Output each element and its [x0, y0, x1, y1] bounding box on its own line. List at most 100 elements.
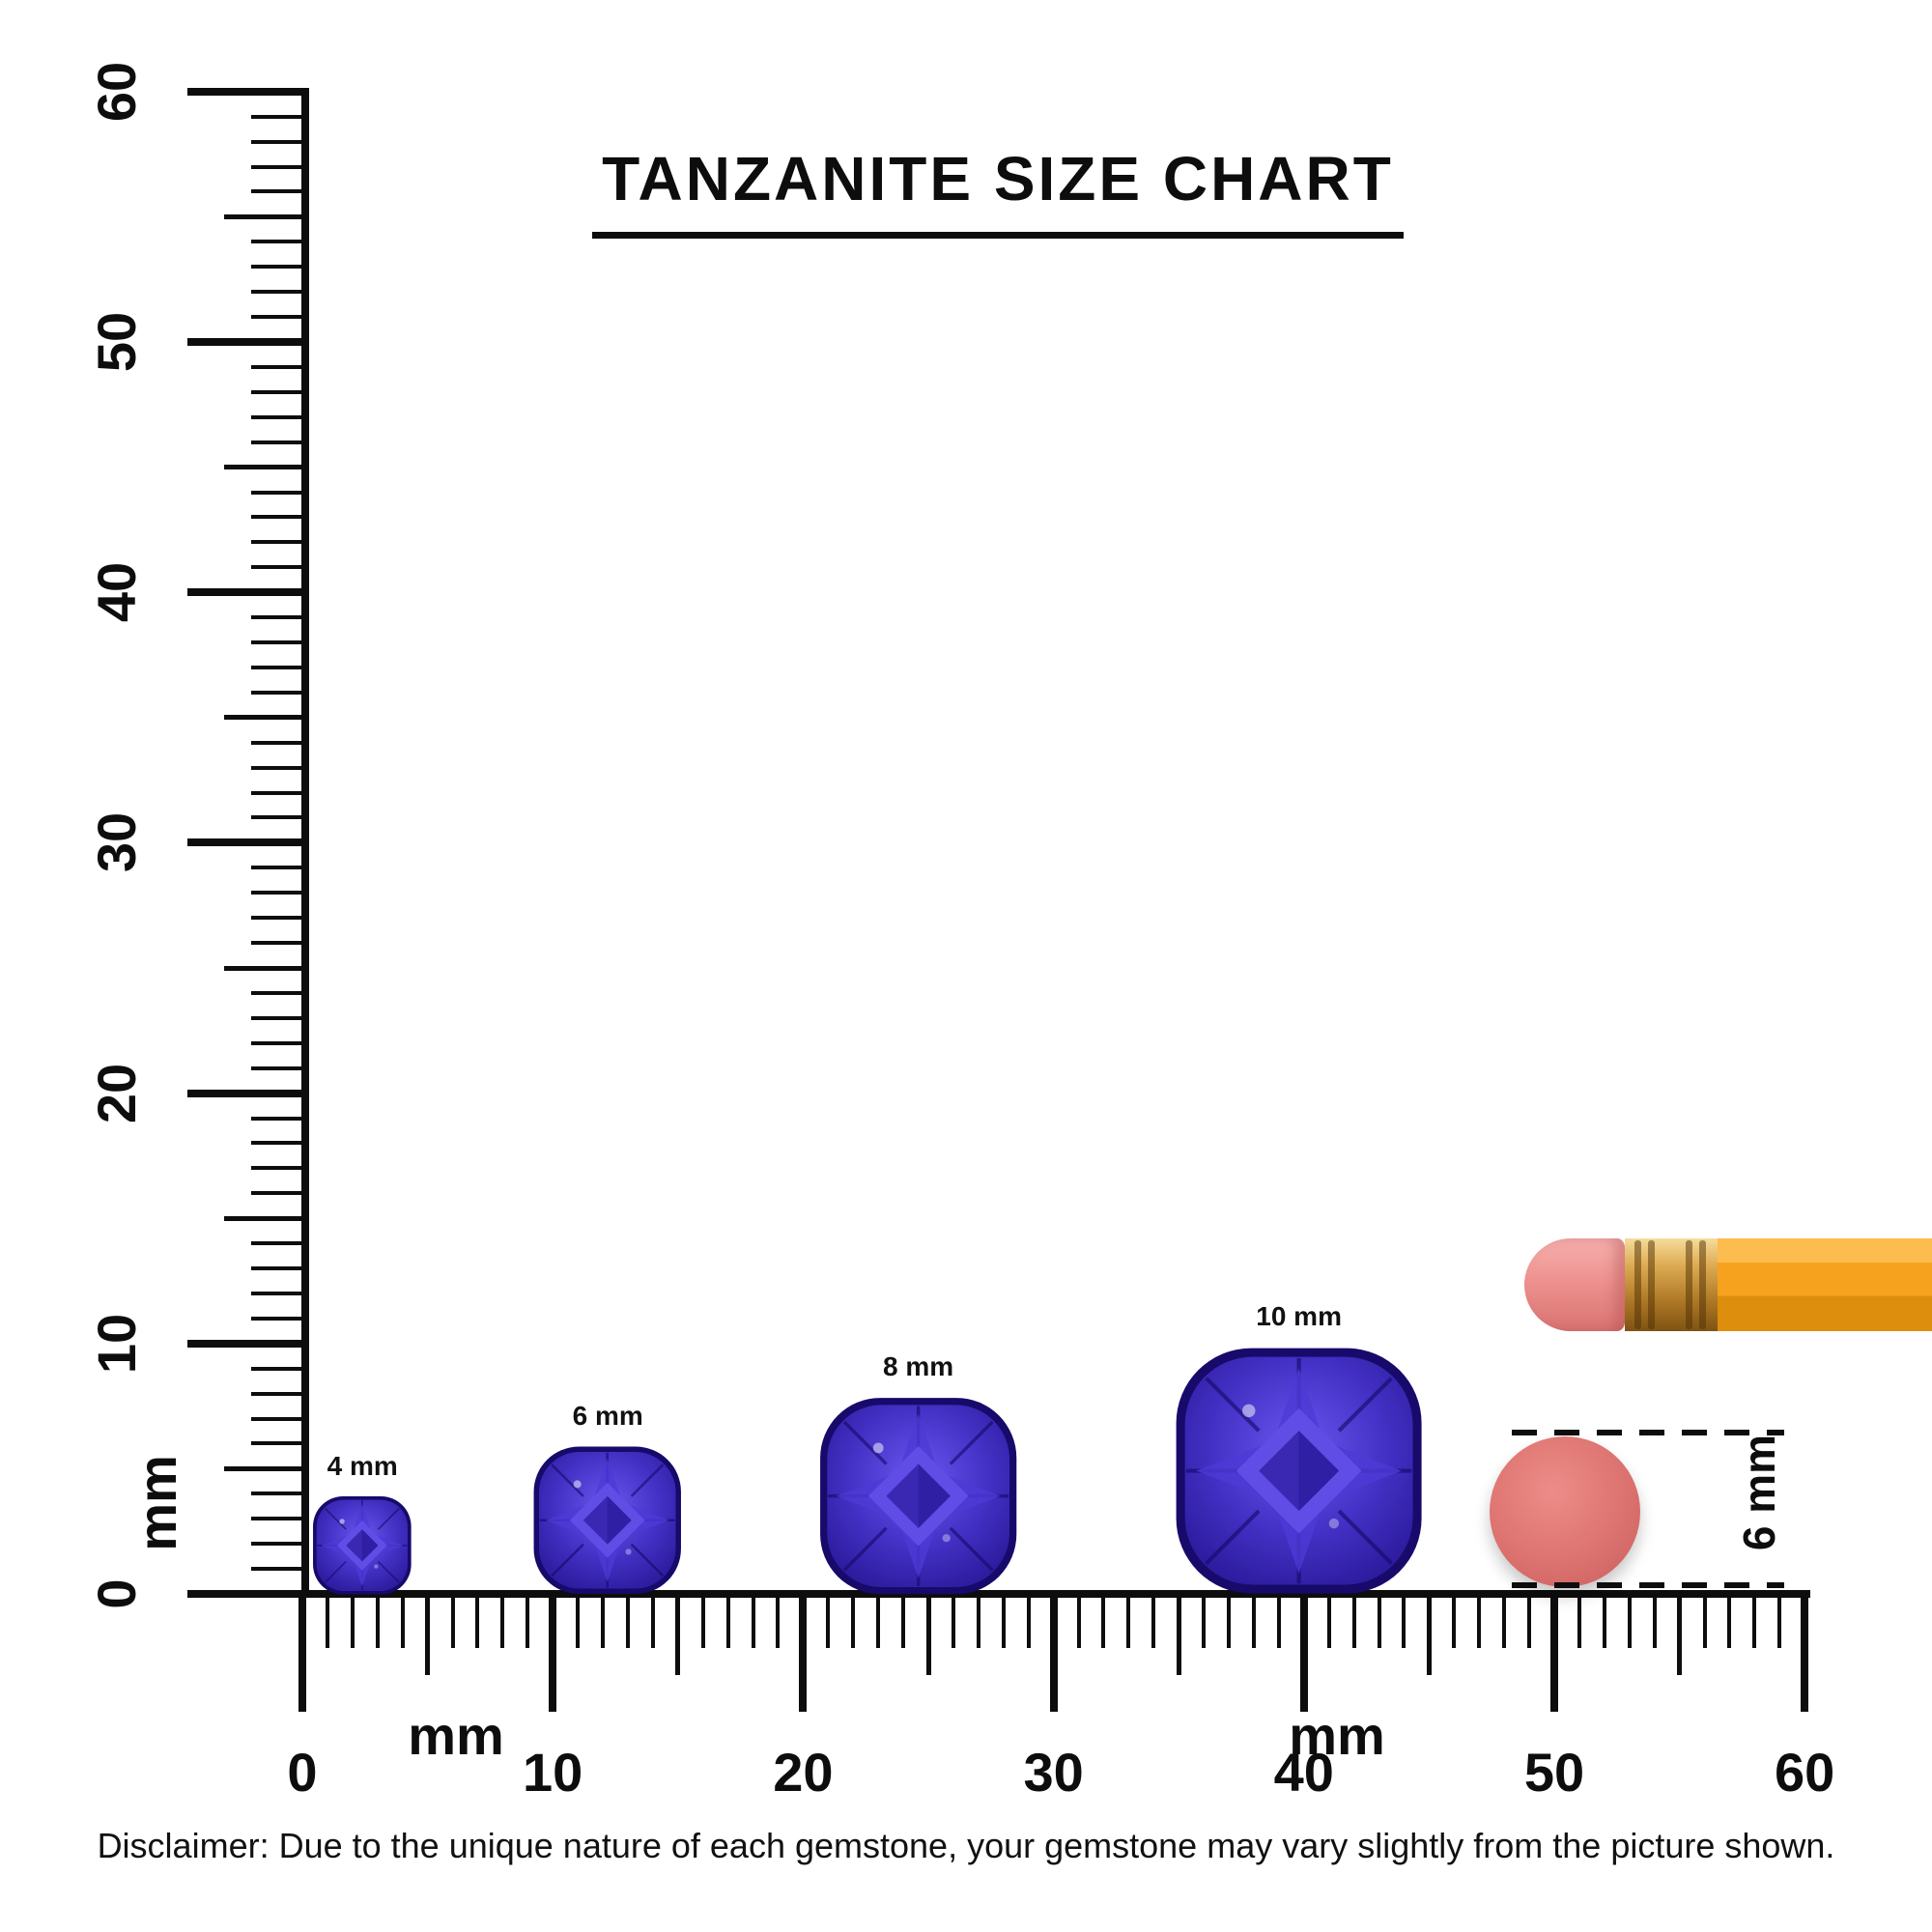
v-ruler-minor-tick: [251, 815, 309, 820]
h-ruler-minor-tick: [826, 1590, 831, 1648]
gem-svg: [532, 1445, 683, 1596]
h-ruler-number: 40: [1273, 1742, 1334, 1803]
pencil-ferrule: [1625, 1238, 1718, 1331]
v-ruler-minor-tick: [251, 414, 309, 419]
gem-size-label: 10 mm: [1256, 1300, 1342, 1331]
v-ruler-major-tick: [187, 1089, 309, 1097]
v-ruler-number: 40: [85, 562, 147, 623]
h-ruler-minor-tick: [1402, 1590, 1406, 1648]
h-ruler-minor-tick: [1502, 1590, 1507, 1648]
h-ruler-minor-tick: [350, 1590, 355, 1648]
v-ruler-minor-tick: [251, 1492, 309, 1496]
h-ruler-major-tick: [549, 1590, 557, 1712]
h-ruler-minor-tick: [1477, 1590, 1482, 1648]
eraser-top-view: [1490, 1436, 1640, 1587]
v-ruler-minor-tick: [251, 389, 309, 394]
v-ruler-major-tick: [187, 87, 309, 96]
v-ruler-minor-tick: [251, 1040, 309, 1045]
h-ruler-minor-tick: [601, 1590, 606, 1648]
eraser-size-label: 6 mm: [1734, 1434, 1784, 1551]
h-ruler-half-tick: [925, 1590, 931, 1675]
h-ruler-minor-tick: [851, 1590, 856, 1648]
v-ruler-minor-tick: [251, 1517, 309, 1521]
h-ruler-number: 10: [523, 1742, 583, 1803]
h-ruler-minor-tick: [650, 1590, 655, 1648]
h-ruler-minor-tick: [450, 1590, 455, 1648]
v-ruler-minor-tick: [251, 891, 309, 895]
h-ruler-minor-tick: [951, 1590, 955, 1648]
v-ruler-minor-tick: [251, 164, 309, 169]
v-ruler-minor-tick: [251, 1266, 309, 1271]
v-ruler-number: 0: [85, 1578, 147, 1609]
v-ruler-major-tick: [187, 1590, 309, 1598]
v-ruler-half-tick: [224, 465, 309, 470]
h-ruler-minor-tick: [1752, 1590, 1757, 1648]
tanzanite-gem-8mm: [818, 1396, 1018, 1596]
v-ruler-minor-tick: [251, 765, 309, 770]
v-ruler-minor-tick: [251, 1015, 309, 1020]
v-ruler-major-tick: [187, 588, 309, 597]
h-ruler-minor-tick: [500, 1590, 505, 1648]
h-ruler-minor-tick: [1001, 1590, 1006, 1648]
h-ruler-minor-tick: [625, 1590, 630, 1648]
v-ruler-minor-tick: [251, 1065, 309, 1070]
h-ruler-major-tick: [298, 1590, 306, 1712]
h-ruler-major-tick: [1299, 1590, 1308, 1712]
tanzanite-gem-6mm: [532, 1445, 683, 1596]
v-ruler-number: 20: [85, 1063, 147, 1123]
h-ruler-half-tick: [425, 1590, 431, 1675]
h-ruler-major-tick: [1049, 1590, 1058, 1712]
v-ruler-number: 60: [85, 61, 147, 122]
v-ruler-minor-tick: [251, 189, 309, 194]
gem-size-label: 6 mm: [572, 1401, 643, 1432]
gem-svg: [818, 1396, 1018, 1596]
ferrule-crimp: [1648, 1240, 1655, 1329]
h-ruler-minor-tick: [725, 1590, 730, 1648]
v-ruler-minor-tick: [251, 515, 309, 520]
gem-svg: [1174, 1346, 1424, 1596]
h-ruler-minor-tick: [1702, 1590, 1707, 1648]
h-ruler-minor-tick: [1251, 1590, 1256, 1648]
dimension-line-top: [1512, 1430, 1784, 1435]
h-ruler-minor-tick: [475, 1590, 480, 1648]
v-ruler-minor-tick: [251, 866, 309, 870]
v-ruler-minor-tick: [251, 114, 309, 119]
h-ruler-minor-tick: [1577, 1590, 1581, 1648]
h-ruler-number: 60: [1775, 1742, 1835, 1803]
v-ruler-minor-tick: [251, 1191, 309, 1196]
v-ruler-minor-tick: [251, 315, 309, 320]
h-ruler-minor-tick: [1377, 1590, 1381, 1648]
h-ruler-minor-tick: [400, 1590, 405, 1648]
pencil-body: [1718, 1238, 1932, 1331]
tanzanite-gem-10mm: [1174, 1346, 1424, 1596]
disclaimer: Disclaimer: Due to the unique nature of …: [97, 1826, 1835, 1865]
h-ruler-minor-tick: [1202, 1590, 1207, 1648]
h-ruler-minor-tick: [1452, 1590, 1457, 1648]
h-ruler-minor-tick: [1326, 1590, 1331, 1648]
v-ruler-half-tick: [224, 965, 309, 971]
h-ruler-minor-tick: [751, 1590, 755, 1648]
v-ruler-number: 30: [85, 812, 147, 873]
h-ruler-minor-tick: [1727, 1590, 1732, 1648]
h-ruler-minor-tick: [976, 1590, 980, 1648]
h-ruler-major-tick: [1801, 1590, 1809, 1712]
v-ruler-half-tick: [224, 1215, 309, 1221]
v-ruler-minor-tick: [251, 916, 309, 921]
v-ruler-minor-tick: [251, 139, 309, 144]
v-ruler-minor-tick: [251, 1316, 309, 1321]
h-ruler-minor-tick: [1777, 1590, 1782, 1648]
h-ruler-number: 50: [1523, 1742, 1585, 1803]
gem-svg: [312, 1495, 412, 1596]
page-title: TANZANITE SIZE CHART: [64, 143, 1932, 239]
h-ruler-number: 30: [1023, 1742, 1084, 1803]
v-ruler-minor-tick: [251, 540, 309, 545]
h-ruler-minor-tick: [576, 1590, 581, 1648]
h-ruler-minor-tick: [1151, 1590, 1156, 1648]
h-ruler-number: 0: [287, 1742, 318, 1803]
v-ruler-minor-tick: [251, 615, 309, 620]
gem-size-label: 8 mm: [883, 1350, 954, 1381]
v-ruler-minor-tick: [251, 240, 309, 244]
h-ruler-minor-tick: [1351, 1590, 1356, 1648]
h-ruler-half-tick: [1426, 1590, 1432, 1675]
h-ruler-minor-tick: [1076, 1590, 1081, 1648]
